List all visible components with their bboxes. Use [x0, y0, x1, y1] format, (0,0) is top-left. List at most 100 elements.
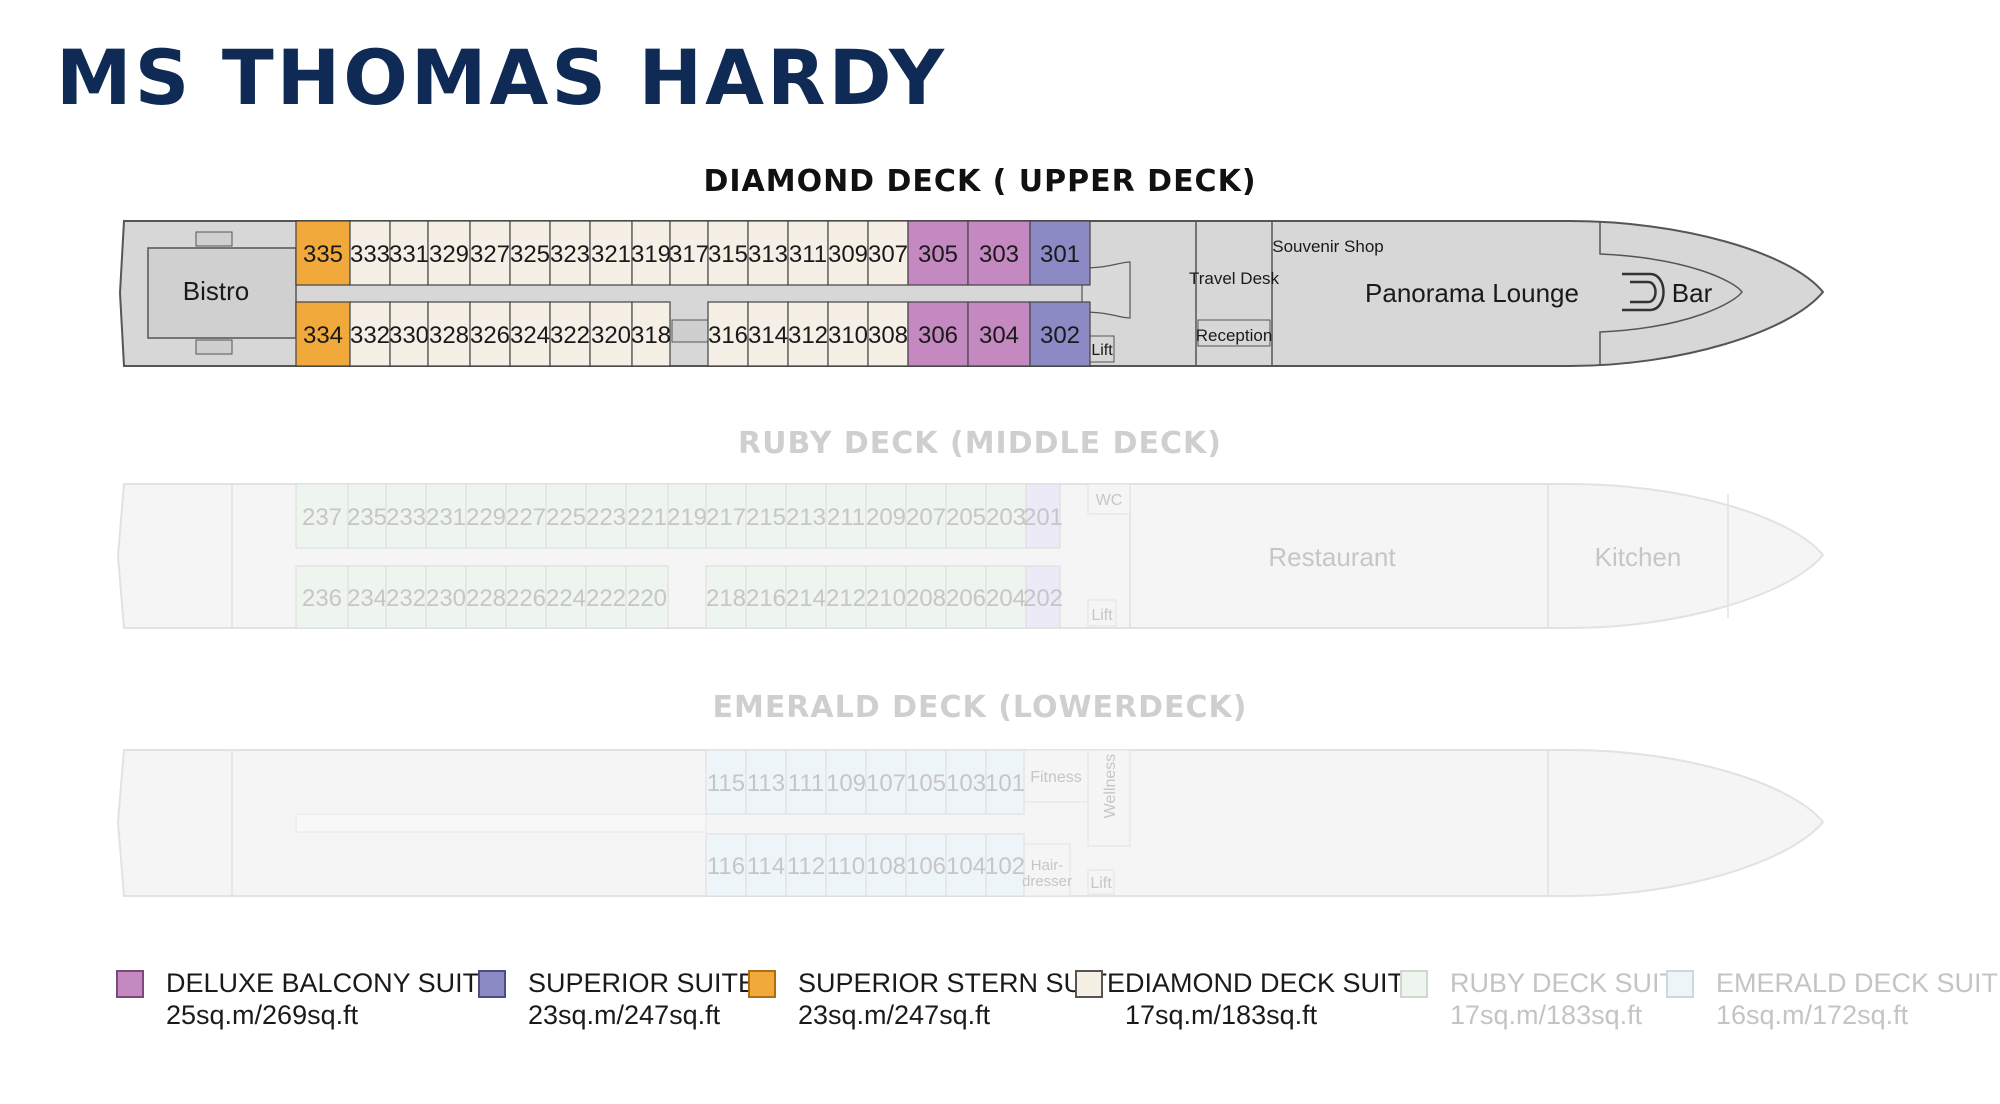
- cabin-327[interactable]: [469, 220, 511, 286]
- cabin-315-label: 315: [708, 241, 748, 268]
- souvenir-shop-label: Souvenir Shop: [1272, 237, 1384, 256]
- cabin-101[interactable]: [985, 749, 1025, 815]
- cabin-334[interactable]: [295, 301, 351, 367]
- cabin-112[interactable]: [785, 833, 827, 897]
- cabin-202-label: 202: [1023, 585, 1063, 612]
- cabin-317[interactable]: [669, 220, 709, 286]
- cabin-325[interactable]: [509, 220, 551, 286]
- cabin-102[interactable]: [985, 833, 1025, 897]
- cabin-219[interactable]: [667, 483, 707, 549]
- cabin-206[interactable]: [945, 565, 987, 629]
- cabin-217[interactable]: [705, 483, 747, 549]
- cabin-303[interactable]: [967, 220, 1031, 286]
- cabin-308[interactable]: [867, 301, 909, 367]
- cabin-229[interactable]: [465, 483, 507, 549]
- cabin-225[interactable]: [545, 483, 587, 549]
- cabin-115[interactable]: [705, 749, 747, 815]
- bistro-label: Bistro: [183, 276, 249, 306]
- cabin-204-label: 204: [986, 585, 1026, 612]
- cabin-315[interactable]: [707, 220, 749, 286]
- cabin-321[interactable]: [589, 220, 633, 286]
- kitchen-label: Kitchen: [1595, 542, 1682, 572]
- cabin-312[interactable]: [787, 301, 829, 367]
- cabin-319[interactable]: [631, 220, 671, 286]
- cabin-219-label: 219: [667, 504, 707, 531]
- cabin-116[interactable]: [705, 833, 747, 897]
- cabin-316[interactable]: [707, 301, 749, 367]
- cabin-318[interactable]: [631, 301, 671, 367]
- cabin-233[interactable]: [385, 483, 427, 549]
- cabin-214[interactable]: [785, 565, 827, 629]
- cabin-204[interactable]: [985, 565, 1027, 629]
- diamond-reception-desk: [1197, 319, 1271, 347]
- cabin-114[interactable]: [745, 833, 787, 897]
- cabin-313[interactable]: [747, 220, 789, 286]
- cabin-235-label: 235: [347, 504, 387, 531]
- cabin-220[interactable]: [625, 565, 669, 629]
- cabin-107[interactable]: [865, 749, 907, 815]
- cabin-306[interactable]: [907, 301, 969, 367]
- cabin-333[interactable]: [349, 220, 391, 286]
- cabin-335[interactable]: [295, 220, 351, 286]
- cabin-105[interactable]: [905, 749, 947, 815]
- cabin-232[interactable]: [385, 565, 427, 629]
- cabin-328-label: 328: [429, 322, 469, 349]
- cabin-320[interactable]: [589, 301, 633, 367]
- cabin-108[interactable]: [865, 833, 907, 897]
- cabin-309-label: 309: [828, 241, 868, 268]
- cabin-308-label: 308: [868, 322, 908, 349]
- cabin-209-label: 209: [866, 504, 906, 531]
- cabin-236[interactable]: [295, 565, 349, 629]
- legend-size: 17sq.m/183sq.ft: [1450, 1000, 1643, 1030]
- cabin-212-label: 212: [826, 585, 866, 612]
- cabin-201[interactable]: [1025, 483, 1061, 549]
- cabin-114-label: 114: [747, 853, 785, 880]
- cabin-222-label: 222: [586, 585, 626, 612]
- cabin-321-label: 321: [591, 241, 631, 268]
- cabin-104-label: 104: [946, 853, 986, 880]
- cabin-223[interactable]: [585, 483, 627, 549]
- cabin-203[interactable]: [985, 483, 1027, 549]
- cabin-215[interactable]: [745, 483, 787, 549]
- diamond-stair-fwd: [1081, 261, 1131, 319]
- cabin-109[interactable]: [825, 749, 867, 815]
- cabin-329[interactable]: [427, 220, 471, 286]
- cabin-311[interactable]: [787, 220, 829, 286]
- cabin-208[interactable]: [905, 565, 947, 629]
- cabin-234-label: 234: [347, 585, 387, 612]
- cabin-322[interactable]: [549, 301, 591, 367]
- cabin-228[interactable]: [465, 565, 507, 629]
- cabin-307[interactable]: [867, 220, 909, 286]
- cabin-221[interactable]: [625, 483, 669, 549]
- cabin-104[interactable]: [945, 833, 987, 897]
- cabin-207[interactable]: [905, 483, 947, 549]
- ruby-wc-label: WC: [1096, 492, 1123, 509]
- cabin-110[interactable]: [825, 833, 867, 897]
- cabin-328[interactable]: [427, 301, 471, 367]
- cabin-103-label: 103: [946, 770, 986, 797]
- cabin-237[interactable]: [295, 483, 349, 549]
- cabin-216[interactable]: [745, 565, 787, 629]
- cabin-318-label: 318: [631, 322, 671, 349]
- cabin-103[interactable]: [945, 749, 987, 815]
- cabin-202[interactable]: [1025, 565, 1061, 629]
- cabin-207-label: 207: [906, 504, 946, 531]
- cabin-212[interactable]: [825, 565, 867, 629]
- ruby-wc: [1087, 483, 1131, 515]
- cabin-231[interactable]: [425, 483, 467, 549]
- cabin-324[interactable]: [509, 301, 551, 367]
- cabin-305[interactable]: [907, 220, 969, 286]
- cabin-222[interactable]: [585, 565, 627, 629]
- cabin-211[interactable]: [825, 483, 867, 549]
- cabin-220-label: 220: [627, 585, 667, 612]
- cabin-330[interactable]: [389, 301, 429, 367]
- cabin-224[interactable]: [545, 565, 587, 629]
- cabin-229-label: 229: [466, 504, 506, 531]
- cabin-209[interactable]: [865, 483, 907, 549]
- cabin-235[interactable]: [347, 483, 387, 549]
- cabin-234[interactable]: [347, 565, 387, 629]
- cabin-310[interactable]: [827, 301, 869, 367]
- cabin-302[interactable]: [1029, 301, 1091, 367]
- cabin-301[interactable]: [1029, 220, 1091, 286]
